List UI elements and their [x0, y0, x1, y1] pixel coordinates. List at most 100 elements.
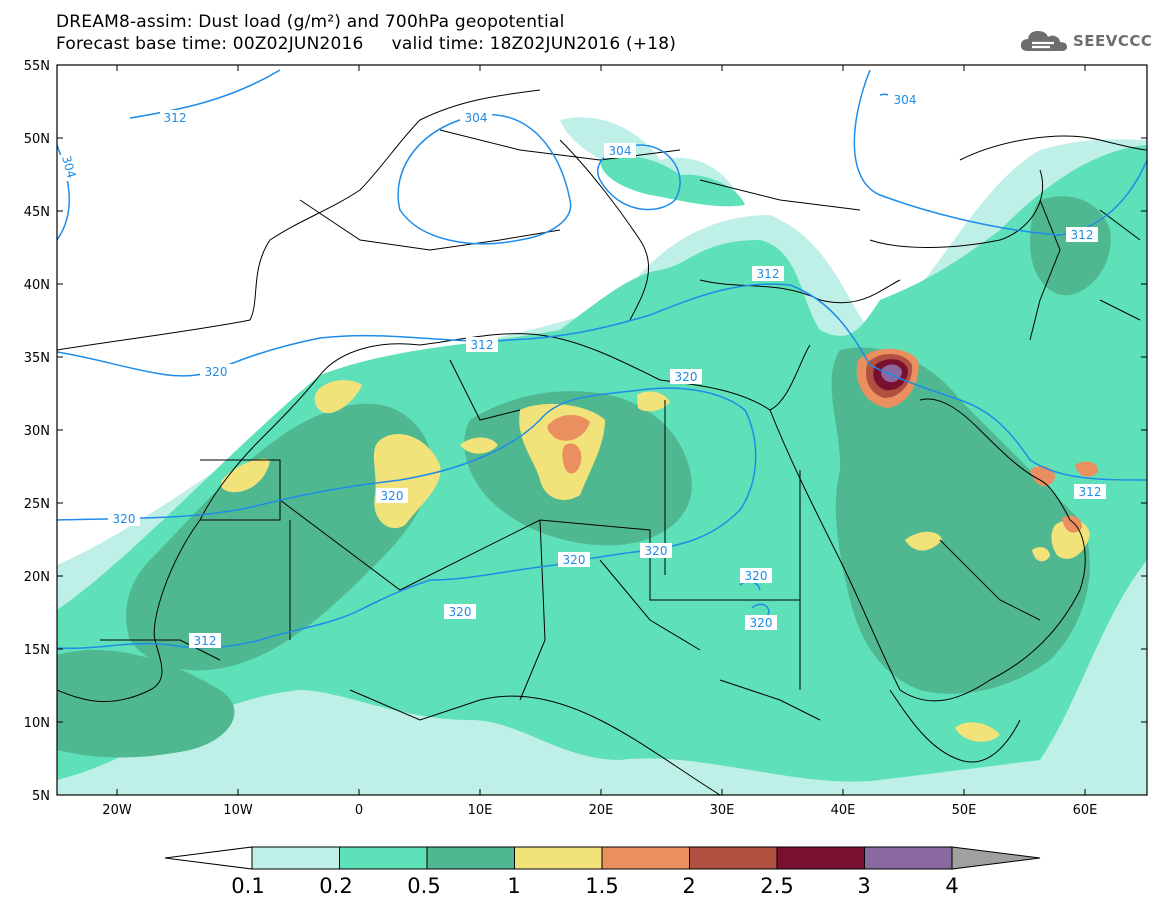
dust-shade-yellow-1 — [373, 434, 441, 529]
svg-text:312: 312 — [1071, 228, 1094, 242]
colorbar-label: 0.1 — [231, 874, 264, 898]
lon-label-20w: 20W — [102, 803, 132, 818]
lat-label-20n: 20N — [24, 570, 50, 585]
svg-text:312: 312 — [471, 338, 494, 352]
contour-label: 320 — [444, 604, 476, 619]
contour-label: 320 — [745, 615, 777, 630]
colorbar-swatch — [339, 846, 428, 870]
colorbar-label: 2.5 — [760, 874, 793, 898]
colorbar-swatch — [426, 846, 515, 870]
svg-text:320: 320 — [745, 569, 768, 583]
map-panel — [57, 65, 1147, 795]
svg-text:320: 320 — [205, 365, 228, 379]
contour-label: 320 — [670, 369, 702, 384]
contour-label: 312 — [160, 110, 190, 125]
lat-label-40n: 40N — [24, 278, 50, 293]
dust-shade-yellow-5 — [637, 391, 670, 412]
svg-text:320: 320 — [675, 370, 698, 384]
svg-text:320: 320 — [563, 553, 586, 567]
svg-text:320: 320 — [113, 512, 136, 526]
lon-label-0: 0 — [355, 803, 363, 818]
lat-label-45n: 45N — [24, 205, 50, 220]
seevccc-logo: SEEVCCC — [1018, 27, 1152, 55]
colorbar-swatch — [514, 846, 603, 870]
dust-shade-dense-caspian — [1030, 196, 1111, 296]
lat-label-35n: 35N — [24, 351, 50, 366]
contour-label: 312 — [466, 337, 498, 352]
lon-label-50e: 50E — [952, 803, 977, 818]
colorbar-label: 1.5 — [585, 874, 618, 898]
forecast-times: Forecast base time: 00Z02JUN2016 valid t… — [56, 34, 677, 54]
lon-label-20e: 20E — [589, 803, 614, 818]
contour-label: 320 — [640, 543, 672, 558]
colorbar-label: 3 — [857, 874, 870, 898]
dust-shade-dense-arabia — [831, 347, 1090, 694]
dust-shade-yellow-4 — [314, 380, 362, 414]
coastlines — [57, 89, 1147, 795]
svg-text:312: 312 — [164, 111, 187, 125]
lon-label-30e: 30E — [710, 803, 735, 818]
lon-label-10e: 10E — [468, 803, 493, 818]
lat-label-5n: 5N — [32, 789, 50, 804]
colorbar-swatch — [689, 846, 778, 870]
dust-shade-yellow-3 — [220, 458, 270, 493]
dust-shade-medium-balkans — [600, 155, 745, 207]
contour-label: 304 — [604, 143, 636, 158]
colorbar-max-arrow — [951, 846, 1041, 870]
lon-label-10w: 10W — [223, 803, 253, 818]
contour-label: 312 — [752, 266, 784, 281]
colorbar-label: 1 — [507, 874, 520, 898]
contour-label: 320 — [376, 488, 408, 503]
lat-label-55n: 55N — [24, 59, 50, 74]
svg-text:312: 312 — [757, 267, 780, 281]
svg-text:304: 304 — [465, 111, 488, 125]
dust-shade-orange-6 — [1062, 515, 1083, 533]
dust-shade-orange-3 — [562, 443, 582, 474]
logo-label: SEEVCCC — [1073, 32, 1153, 50]
colorbar-min-arrow — [164, 846, 253, 870]
lon-label-40e: 40E — [831, 803, 856, 818]
contour-label: 320 — [200, 364, 232, 379]
colorbar-swatch — [864, 846, 953, 870]
colorbar-label: 0.5 — [407, 874, 440, 898]
lat-label-30n: 30N — [24, 424, 50, 439]
dust-shade-dense-sahel — [57, 649, 235, 758]
svg-text:304: 304 — [894, 93, 917, 107]
contour-label: 312 — [189, 633, 221, 648]
dust-shade-dense-west — [126, 403, 433, 671]
svg-text:312: 312 — [194, 634, 217, 648]
lat-label-15n: 15N — [24, 643, 50, 658]
map-title: DREAM8-assim: Dust load (g/m²) and 700hP… — [56, 12, 565, 32]
svg-text:320: 320 — [645, 544, 668, 558]
dust-shade-yellow-7 — [905, 531, 942, 551]
colorbar-swatch — [776, 846, 865, 870]
dust-shade-yellow-9 — [955, 722, 1000, 742]
colorbar: 0.1 0.2 0.5 1 1.5 2 2.5 3 4 — [164, 846, 1041, 898]
dust-shade-orange-4 — [1030, 465, 1055, 487]
dust-shade-orange-2 — [547, 414, 590, 441]
svg-text:312: 312 — [1079, 485, 1102, 499]
svg-text:320: 320 — [381, 489, 404, 503]
latitude-axis: 55N 50N 45N 40N 35N 30N 25N 20N 15N 10N … — [24, 59, 1147, 804]
contour-label: 320 — [108, 511, 140, 526]
contour-label: 304 — [888, 92, 922, 107]
contour-label: 304 — [460, 110, 492, 125]
colorbar-swatch — [601, 846, 690, 870]
contour-label: 320 — [558, 552, 590, 567]
lat-label-50n: 50N — [24, 132, 50, 147]
contour-labels: 312 304 304 304 304 312 312 312 320 320 … — [58, 92, 1098, 648]
lon-label-60e: 60E — [1073, 803, 1098, 818]
longitude-axis: 20W 10W 0 10E 20E 30E 40E 50E 60E — [102, 65, 1097, 818]
svg-text:304: 304 — [59, 154, 78, 180]
contour-label: 312 — [1074, 484, 1106, 499]
svg-text:320: 320 — [750, 616, 773, 630]
geopotential-contours — [57, 69, 1147, 650]
colorbar-swatch — [251, 846, 340, 870]
dust-shade-yellow-6 — [460, 437, 498, 454]
colorbar-label: 0.2 — [319, 874, 352, 898]
dust-shade-orange-5 — [1075, 461, 1099, 477]
dust-shade-yellow-10 — [1032, 547, 1050, 562]
lat-label-25n: 25N — [24, 497, 50, 512]
contour-label: 304 — [58, 154, 79, 181]
